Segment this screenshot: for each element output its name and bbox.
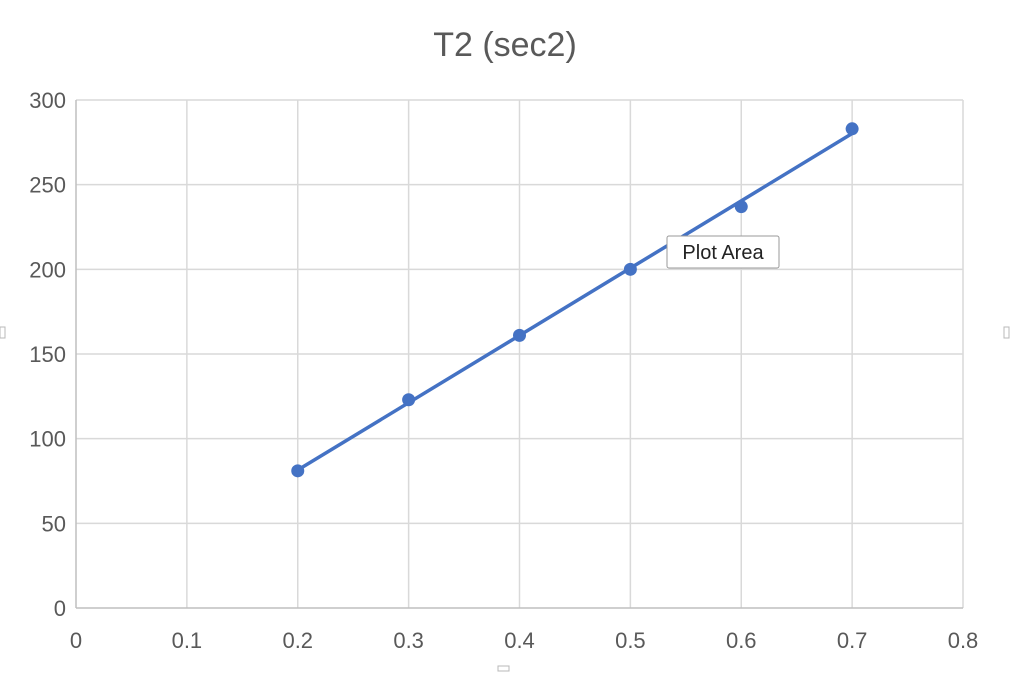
y-tick-label: 250 [29,173,66,198]
data-point[interactable] [291,464,305,478]
y-tick-label: 100 [29,427,66,452]
data-point[interactable] [513,328,526,342]
gridlines [76,99,964,608]
x-tick-label: 0.8 [948,628,979,653]
x-tick-label: 0.7 [837,628,868,653]
chart-title: T2 (sec2) [433,26,577,64]
resize-handle-bottom[interactable] [497,665,510,672]
trendline [296,132,854,472]
x-tick-label: 0.2 [282,628,313,653]
y-tick-label: 200 [29,257,66,282]
plot-area-tooltip: Plot Area [666,235,780,269]
data-point[interactable] [734,200,748,214]
y-tick-label: 50 [42,511,66,536]
x-tick-label: 0.6 [726,628,757,653]
x-tick-label: 0.3 [393,628,424,653]
x-tick-label: 0.1 [172,628,203,653]
data-point[interactable] [402,393,416,407]
data-point[interactable] [845,122,859,136]
x-tick-label: 0.4 [504,628,535,653]
resize-handle-left[interactable] [0,326,6,339]
data-point[interactable] [623,262,637,276]
resize-handle-right[interactable] [1003,326,1010,339]
x-tick-label: 0 [70,628,82,653]
tooltip-box [666,235,780,269]
series-0 [291,122,859,478]
axes: 0 50 100 150 200 250 300 0 0.1 0.2 0.3 0.4 0.5 0.6 0.7… [29,88,978,653]
x-tick-label: 0.5 [615,628,646,653]
y-tick-label: 150 [29,342,66,367]
y-tick-label: 0 [54,596,66,621]
series [291,122,859,478]
y-tick-label: 300 [29,88,66,113]
tooltip-label: Plot Area [682,242,764,264]
